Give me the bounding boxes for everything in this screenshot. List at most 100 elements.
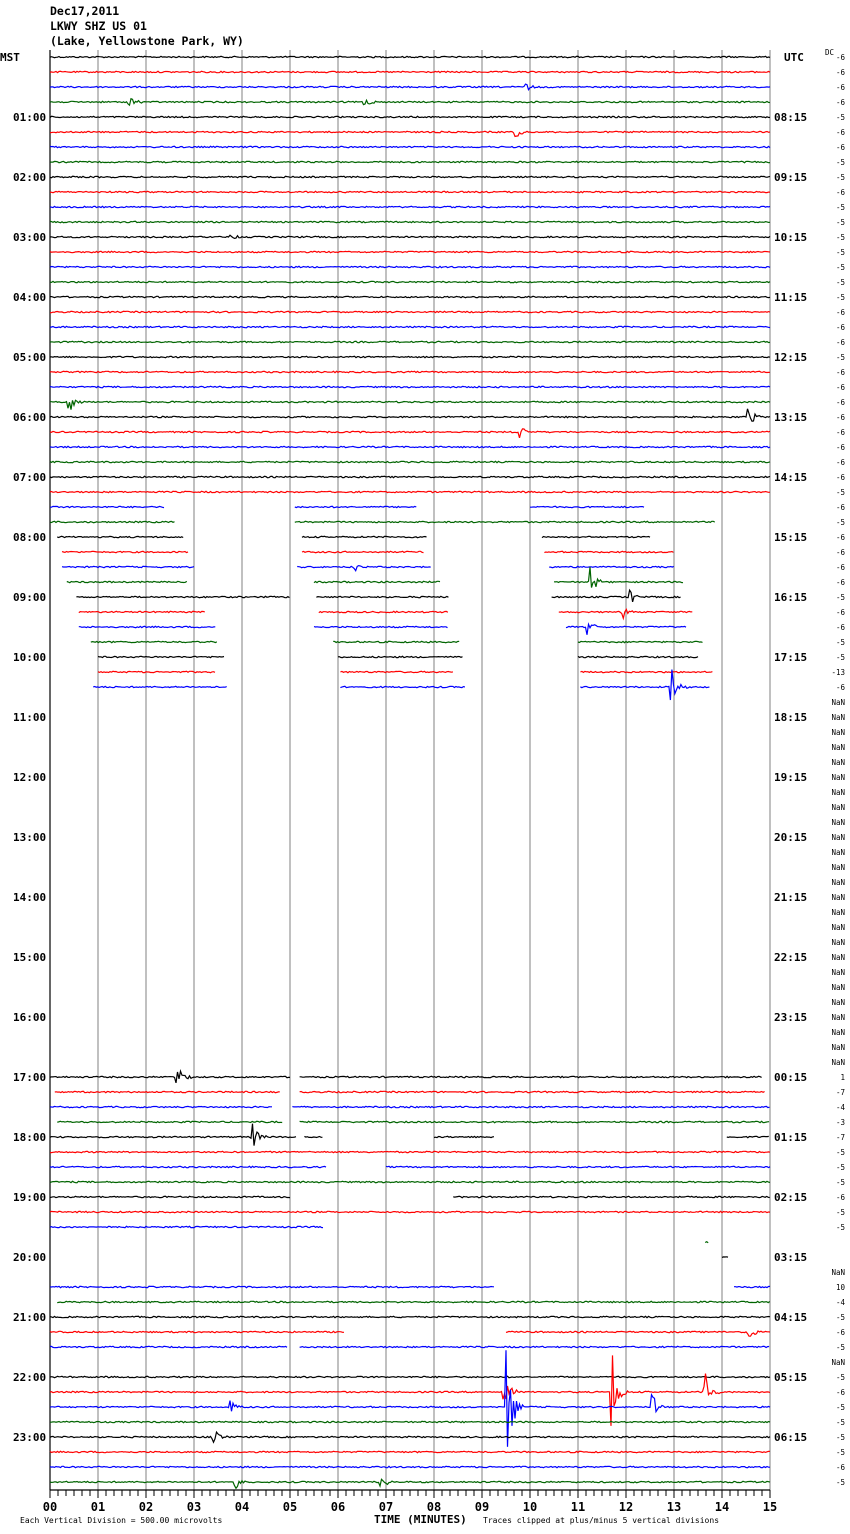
dc-offset-label: NaN [831,1358,845,1367]
trace-segment [49,1225,324,1229]
trace-segment [453,1195,770,1199]
trace-segment [49,1430,771,1444]
dc-offset-label: -5 [836,158,845,167]
utc-hour-label: 15:15 [774,531,807,544]
dc-offset-label: -5 [836,1148,845,1157]
dc-offset-label: -5 [836,1178,845,1187]
trace-segment [318,610,449,614]
dc-offset-label: -7 [836,1133,845,1142]
mst-hour-label: 22:00 [13,1371,46,1384]
mst-hour-label: 21:00 [13,1311,46,1324]
dc-offset-label: -6 [836,338,846,347]
trace-segment [57,1120,283,1124]
dc-offset-label: NaN [831,743,845,752]
dc-offset-label: NaN [831,1043,845,1052]
trace-segment [294,505,417,509]
utc-hour-label: 23:15 [774,1011,807,1024]
trace-segment [49,1330,344,1334]
dc-offset-label: -6 [836,563,846,572]
trace-segment [97,670,216,674]
trace-segment [50,399,771,410]
dc-offset-label: NaN [831,983,845,992]
trace-segment [734,1285,771,1289]
x-tick-label: 01 [91,1500,105,1514]
mst-hour-label: 16:00 [13,1011,46,1024]
dc-offset-label: -6 [836,1388,846,1397]
mst-hour-label: 11:00 [13,711,46,724]
x-tick-label: 02 [139,1500,153,1514]
trace-segment [316,595,449,599]
dc-offset-label: -6 [836,533,846,542]
trace-segment [385,1165,771,1169]
dc-offset-label: -6 [836,548,846,557]
trace-segment [49,220,771,224]
dc-offset-label: -5 [836,1418,845,1427]
utc-hour-label: 08:15 [774,111,807,124]
mst-hour-label: 07:00 [13,471,46,484]
dc-offset-label: NaN [831,833,845,842]
trace-segment [49,250,771,254]
dc-offset-label: -6 [836,68,846,77]
utc-hour-label: 05:15 [774,1371,807,1384]
dc-offset-label: -6 [836,383,846,392]
trace-segment [49,175,771,179]
trace-segment [301,535,427,539]
dc-offset-label: NaN [831,773,845,782]
x-tick-label: 14 [715,1500,729,1514]
trace-segment [577,655,699,659]
dc-offset-label: -6 [836,623,846,632]
dc-offset-label: NaN [831,788,845,797]
x-tick-label: 10 [523,1500,537,1514]
dc-offset-label: NaN [831,923,845,932]
x-tick-label: 07 [379,1500,393,1514]
x-tick-label: 00 [43,1500,57,1514]
trace-segment [292,1105,770,1109]
trace-segment [49,145,771,149]
mst-hour-label: 17:00 [13,1071,46,1084]
trace-segment [49,190,770,194]
trace-segment [340,685,466,689]
x-tick-label: 12 [619,1500,633,1514]
dc-label: DC [825,48,834,57]
trace-segment [76,595,290,599]
dc-offset-label: NaN [831,1013,845,1022]
trace-segment [49,265,771,269]
mst-hour-label: 05:00 [13,351,46,364]
dc-offset-label: -7 [836,1088,845,1097]
date-title: Dec17,2011 [50,4,120,18]
dc-offset-label: NaN [831,968,845,977]
trace-segment [49,1180,771,1184]
trace-segment [49,1150,771,1154]
dc-offset-label: NaN [831,698,845,707]
dc-offset-label: -6 [836,1328,846,1337]
dc-offset-label: -6 [836,608,846,617]
utc-hour-label: 12:15 [774,351,807,364]
utc-hour-label: 17:15 [774,651,807,664]
dc-offset-label: NaN [831,938,845,947]
mst-hour-label: 20:00 [13,1251,46,1264]
mst-hour-label: 23:00 [13,1431,46,1444]
utc-hour-label: 18:15 [774,711,807,724]
dc-offset-label: -5 [836,248,845,257]
dc-offset-label: NaN [831,713,845,722]
dc-offset-label: -5 [836,263,845,272]
trace-segment [49,1105,272,1109]
dc-offset-label: -3 [836,1118,845,1127]
trace-segment [551,588,681,603]
utc-hour-label: 16:15 [774,591,807,604]
trace-segment [57,1300,771,1304]
dc-offset-label: -5 [836,278,845,287]
dc-offset-label: -6 [836,323,846,332]
dc-offset-label: NaN [831,863,845,872]
dc-offset-label: -5 [836,518,845,527]
x-tick-label: 04 [235,1500,249,1514]
trace-segment [49,1355,771,1426]
trace-segment [49,325,771,329]
trace-segment [577,640,703,644]
trace-segment [721,1256,729,1258]
trace-segment [313,580,441,584]
utc-hour-label: 22:15 [774,951,807,964]
dc-offset-label: -5 [836,1313,845,1322]
trace-segment [50,505,165,509]
